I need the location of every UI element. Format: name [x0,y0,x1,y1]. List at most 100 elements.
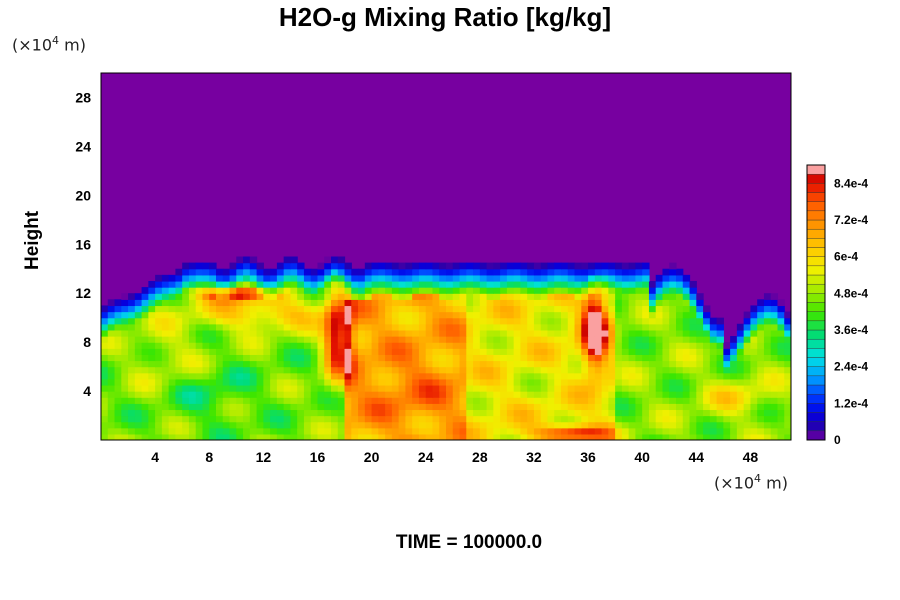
heatmap-cell [236,433,244,440]
heatmap-cell [128,378,136,386]
heatmap-cell [689,372,697,380]
heatmap-cell [520,354,528,362]
heatmap-cell [337,397,346,404]
heatmap-cell [621,287,630,294]
heatmap-cell [378,427,386,435]
heatmap-cell [412,311,420,319]
heatmap-cell [540,409,549,417]
heatmap-cell [378,409,386,417]
heatmap-cell [297,403,305,411]
heatmap-cell [676,409,684,417]
heatmap-cell [473,287,481,294]
heatmap-cell [533,293,542,300]
heatmap-cell [324,336,332,343]
heatmap-cell [615,299,623,307]
heatmap-cell [486,372,494,380]
heatmap-cell [243,378,251,386]
heatmap-cell [155,293,163,300]
heatmap-cell [371,372,379,380]
heatmap-cell [777,409,785,417]
heatmap-cell [412,403,420,411]
heatmap-cell [216,421,224,429]
heatmap-cell [561,305,569,313]
heatmap-cell [371,433,379,440]
heatmap-cell [743,384,752,392]
heatmap-cell [757,342,765,349]
heatmap-cell [405,342,413,349]
heatmap-cell [466,311,474,319]
heatmap-cell [310,299,319,307]
heatmap-cell [473,262,481,270]
heatmap-cell [594,336,603,343]
heatmap-cell [331,391,339,398]
heatmap-cell [256,391,264,398]
heatmap-cell [466,433,474,440]
heatmap-cell [141,293,149,300]
colorbar-tick-label: 6e-4 [834,250,858,264]
heatmap-cell [101,366,109,374]
heatmap-cell [270,433,278,440]
heatmap-cell [229,262,237,270]
heatmap-cell [527,311,535,319]
heatmap-cell [743,372,752,380]
heatmap-cell [716,354,724,362]
heatmap-cell [216,317,224,325]
heatmap-cell [682,409,691,417]
heatmap-cell [574,317,582,325]
heatmap-cell [459,378,467,386]
heatmap-cell [567,354,576,362]
heatmap-cell [378,299,386,307]
heatmap-cell [635,287,643,294]
heatmap-cell [229,360,237,368]
heatmap-cell [358,311,366,319]
heatmap-cell [141,336,149,343]
heatmap-cell [324,262,332,270]
heatmap-cell [243,397,251,404]
heatmap-cell [378,415,386,423]
heatmap-cell [331,354,339,362]
heatmap-cell [405,274,413,282]
heatmap-cell [337,280,346,288]
heatmap-cell [216,268,224,276]
heatmap-cell [446,372,454,380]
heatmap-cell [689,280,697,288]
heatmap-cell [128,421,136,429]
heatmap-cell [283,280,292,288]
heatmap-cell [554,391,562,398]
heatmap-cell [615,323,623,331]
heatmap-cell [188,433,197,440]
heatmap-cell [128,409,136,417]
heatmap-cell [757,384,765,392]
heatmap-cell [479,274,488,282]
heatmap-cell [709,317,718,325]
heatmap-cell [736,409,745,417]
heatmap-cell [391,262,400,270]
heatmap-cell [466,305,474,313]
heatmap-cell [527,336,535,343]
heatmap-cell [628,421,637,429]
heatmap-cell [574,372,582,380]
heatmap-cell [770,336,779,343]
heatmap-cell [709,342,718,349]
heatmap-cell [101,354,109,362]
heatmap-cell [763,366,772,374]
heatmap-cell [412,427,420,435]
heatmap-cell [473,372,481,380]
heatmap-cell [574,360,582,368]
heatmap-cell [168,421,177,429]
heatmap-cell [188,391,197,398]
heatmap-cell [249,336,258,343]
heatmap-cell [263,268,271,276]
heatmap-cell [669,433,677,440]
heatmap-cell [730,421,738,429]
heatmap-cell [182,287,190,294]
heatmap-cell [229,391,237,398]
heatmap-cell [689,323,697,331]
heatmap-cell [615,378,623,386]
heatmap-cell [493,348,501,355]
heatmap-cell [594,293,603,300]
heatmap-cell [506,360,515,368]
heatmap-cell [554,415,562,423]
heatmap-cell [385,311,393,319]
heatmap-cell [155,427,163,435]
